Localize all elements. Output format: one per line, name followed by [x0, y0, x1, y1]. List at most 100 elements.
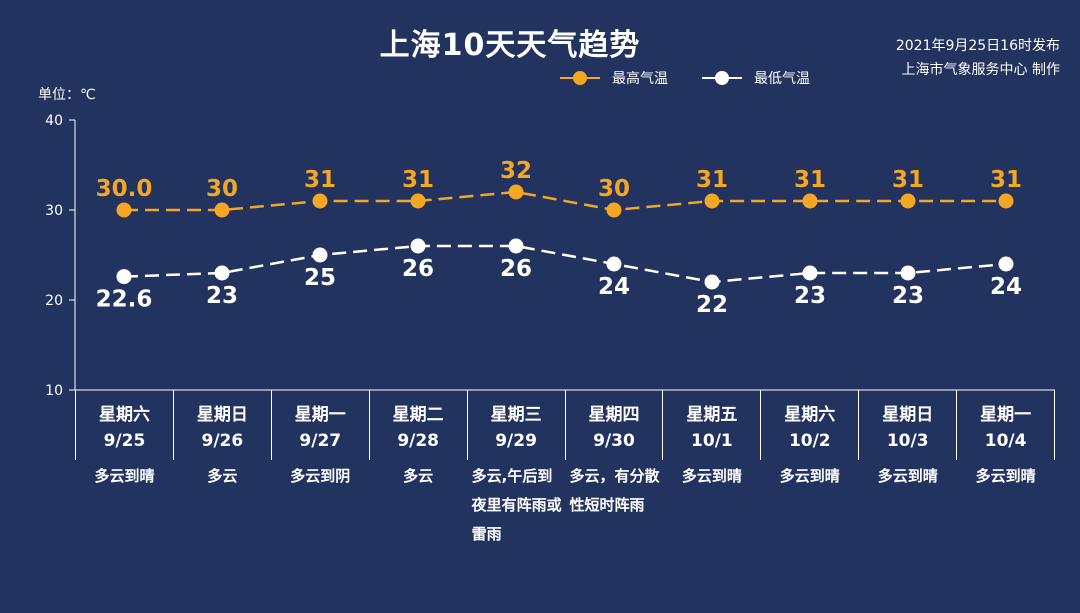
day-weather: 多云到晴	[779, 467, 840, 485]
day-column: 星期六 10/2 多云到晴	[760, 390, 858, 485]
day-weather: 多云到晴	[877, 467, 938, 485]
data-label-low: 22.6	[96, 287, 153, 313]
legend-swatch-low	[702, 71, 742, 85]
data-point-low	[704, 274, 720, 290]
data-label-low: 23	[794, 283, 826, 309]
data-point-high	[508, 184, 524, 200]
data-label-low: 26	[500, 256, 532, 282]
day-weekday: 星期六	[784, 405, 836, 425]
data-label-high: 30.0	[96, 176, 153, 202]
day-columns: 星期六 9/25 多云到晴 星期日 9/26 多云 星期一 9/27 多云到阴 星期二 9/28 多云…	[75, 390, 1056, 610]
data-point-high	[900, 193, 916, 209]
data-point-high	[214, 202, 230, 218]
day-weekday: 星期日	[196, 405, 248, 425]
y-tick-label: 10	[45, 383, 63, 399]
data-label-low: 25	[304, 265, 336, 291]
day-weather: 多云到晴	[94, 467, 155, 485]
day-weather: 多云到阴	[290, 467, 351, 485]
data-label-low: 24	[598, 274, 630, 300]
legend-item-high: 最高气温	[560, 68, 668, 88]
y-tick-label: 30	[45, 203, 63, 219]
data-label-high: 31	[696, 167, 728, 193]
day-weekday: 星期日	[882, 405, 934, 425]
y-axis-unit: 单位：℃	[38, 87, 96, 103]
day-column: 星期一 10/4 多云到晴	[956, 390, 1056, 485]
day-column: 星期六 9/25 多云到晴	[75, 390, 173, 485]
day-weather: 多云到晴	[975, 467, 1036, 485]
day-date: 9/29	[495, 431, 537, 451]
data-point-high	[410, 193, 426, 209]
data-label-low: 26	[402, 256, 434, 282]
day-date: 9/26	[201, 431, 244, 451]
legend-label-low: 最低气温	[754, 71, 810, 87]
data-point-high	[606, 202, 622, 218]
day-weather: 多云,午后到夜里有阵雨或雷雨	[471, 467, 562, 543]
day-weather: 多云	[207, 467, 238, 485]
chart-title: 上海10天天气趋势	[379, 28, 641, 63]
publish-time: 2021年9月25日16时发布	[895, 38, 1060, 54]
day-date: 10/3	[886, 431, 929, 451]
day-date: 10/1	[691, 431, 733, 451]
data-point-low	[508, 238, 524, 254]
day-weather: 多云	[403, 467, 434, 485]
data-point-low	[116, 269, 132, 285]
data-point-low	[312, 247, 328, 263]
day-weekday: 星期六	[98, 405, 150, 425]
data-point-high	[998, 193, 1014, 209]
day-date: 9/28	[397, 431, 440, 451]
series-line-high	[124, 190, 1006, 212]
data-point-high	[802, 193, 818, 209]
data-point-low	[900, 265, 916, 281]
day-weekday: 星期二	[392, 405, 444, 425]
data-label-high: 31	[402, 167, 434, 193]
day-date: 9/25	[103, 431, 146, 451]
legend: 最高气温 最低气温	[560, 68, 844, 88]
publisher: 上海市气象服务中心 制作	[901, 62, 1060, 78]
data-label-low: 22	[696, 292, 728, 318]
day-date: 9/30	[593, 431, 635, 451]
legend-item-low: 最低气温	[702, 68, 810, 88]
day-weekday: 星期一	[294, 405, 346, 425]
day-column: 星期三 9/29 多云,午后到夜里有阵雨或雷雨	[466, 390, 565, 543]
data-point-low	[606, 256, 622, 272]
day-column: 星期四 9/30 多云，有分散性短时阵雨	[564, 390, 663, 514]
data-label-low: 23	[206, 283, 238, 309]
publish-info: 2021年9月25日16时发布 上海市气象服务中心 制作	[896, 34, 1060, 82]
y-tick-label: 20	[45, 293, 63, 309]
data-label-high: 31	[304, 167, 336, 193]
data-label-high: 31	[794, 167, 826, 193]
data-label-high: 31	[990, 167, 1022, 193]
data-label-high: 31	[892, 167, 924, 193]
data-label-high: 30	[206, 176, 238, 202]
day-column: 星期日 10/3 多云到晴	[858, 390, 956, 485]
data-label-high: 30	[598, 176, 630, 202]
legend-label-high: 最高气温	[612, 71, 668, 87]
data-point-low	[802, 265, 818, 281]
day-weekday: 星期四	[588, 405, 640, 425]
day-date: 10/2	[788, 431, 831, 451]
day-column: 星期二 9/28 多云	[368, 390, 467, 485]
data-label-high: 32	[500, 158, 532, 184]
day-weekday: 星期五	[686, 405, 738, 425]
day-date: 10/4	[984, 431, 1027, 451]
day-weekday: 星期三	[490, 405, 542, 425]
data-label-low: 23	[892, 283, 924, 309]
data-point-high	[116, 202, 132, 218]
day-weather: 多云，有分散性短时阵雨	[569, 467, 660, 514]
data-point-low	[998, 256, 1014, 272]
y-tick-label: 40	[45, 113, 63, 129]
legend-swatch-high	[560, 71, 600, 85]
data-point-low	[214, 265, 230, 281]
data-point-high	[704, 193, 720, 209]
day-date: 9/27	[299, 431, 342, 451]
data-label-low: 24	[990, 274, 1022, 300]
day-column: 星期五 10/1 多云到晴	[662, 390, 760, 485]
series-line-low	[123, 244, 1007, 284]
day-weekday: 星期一	[980, 405, 1032, 425]
day-column: 星期日 9/26 多云	[172, 390, 271, 485]
day-weather: 多云到晴	[681, 467, 742, 485]
data-point-high	[312, 193, 328, 209]
data-point-low	[410, 238, 426, 254]
day-column: 星期一 9/27 多云到阴	[270, 390, 369, 485]
